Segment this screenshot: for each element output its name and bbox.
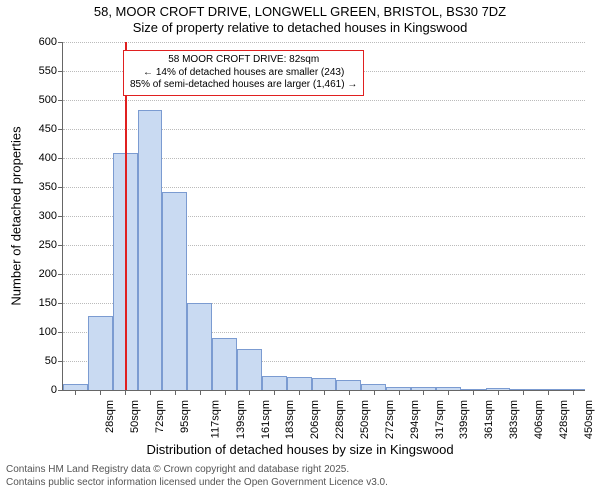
xtick-mark [100, 390, 101, 395]
histogram-bar [336, 380, 361, 390]
xtick-mark [175, 390, 176, 395]
ytick-label: 600 [39, 36, 63, 48]
gridline [63, 100, 585, 101]
plot-area: 05010015020025030035040045050055060028sq… [62, 42, 585, 391]
annotation-line: 85% of semi-detached houses are larger (… [130, 79, 357, 92]
annotation-box: 58 MOOR CROFT DRIVE: 82sqm← 14% of detac… [123, 50, 364, 96]
xtick-mark [349, 390, 350, 395]
histogram-bar [212, 338, 237, 390]
xtick-mark [274, 390, 275, 395]
xtick-label: 317sqm [434, 400, 446, 439]
ytick-label: 0 [51, 384, 63, 396]
xtick-mark [423, 390, 424, 395]
xtick-mark [498, 390, 499, 395]
xtick-label: 339sqm [459, 400, 471, 439]
xtick-label: 183sqm [285, 400, 297, 439]
xtick-label: 450sqm [583, 400, 595, 439]
xtick-label: 228sqm [334, 400, 346, 439]
histogram-bar [312, 378, 337, 390]
xtick-label: 383sqm [508, 400, 520, 439]
xtick-label: 361sqm [483, 400, 495, 439]
ytick-label: 200 [39, 268, 63, 280]
annotation-line: ← 14% of detached houses are smaller (24… [130, 67, 357, 80]
xtick-label: 272sqm [384, 400, 396, 439]
histogram-bar [262, 376, 287, 391]
xtick-mark [125, 390, 126, 395]
xtick-mark [324, 390, 325, 395]
histogram-bar [138, 110, 163, 390]
xtick-mark [374, 390, 375, 395]
ytick-label: 500 [39, 94, 63, 106]
x-axis-label: Distribution of detached houses by size … [0, 442, 600, 457]
xtick-mark [150, 390, 151, 395]
ytick-label: 350 [39, 181, 63, 193]
xtick-label: 206sqm [309, 400, 321, 439]
xtick-mark [225, 390, 226, 395]
xtick-mark [448, 390, 449, 395]
attribution-footer: Contains HM Land Registry data © Crown c… [6, 464, 388, 489]
annotation-line: 58 MOOR CROFT DRIVE: 82sqm [130, 54, 357, 67]
xtick-mark [573, 390, 574, 395]
xtick-label: 117sqm [209, 400, 221, 438]
xtick-label: 428sqm [558, 400, 570, 439]
title-line-1: 58, MOOR CROFT DRIVE, LONGWELL GREEN, BR… [0, 4, 600, 20]
gridline [63, 42, 585, 43]
xtick-mark [299, 390, 300, 395]
ytick-label: 450 [39, 123, 63, 135]
histogram-bar [287, 377, 312, 390]
ytick-label: 50 [45, 355, 63, 367]
ytick-label: 150 [39, 297, 63, 309]
histogram-bar [237, 349, 262, 390]
histogram-bar [88, 316, 113, 390]
histogram-bar [162, 192, 187, 390]
xtick-label: 50sqm [129, 400, 141, 433]
footer-line-1: Contains HM Land Registry data © Crown c… [6, 464, 388, 477]
y-axis-label: Number of detached properties [9, 126, 24, 305]
ytick-label: 400 [39, 152, 63, 164]
xtick-mark [473, 390, 474, 395]
chart-title: 58, MOOR CROFT DRIVE, LONGWELL GREEN, BR… [0, 4, 600, 35]
xtick-label: 95sqm [179, 400, 191, 433]
footer-line-2: Contains public sector information licen… [6, 477, 388, 490]
ytick-label: 250 [39, 239, 63, 251]
xtick-mark [75, 390, 76, 395]
ytick-label: 100 [39, 326, 63, 338]
xtick-mark [399, 390, 400, 395]
xtick-mark [548, 390, 549, 395]
xtick-label: 161sqm [260, 400, 272, 439]
xtick-mark [200, 390, 201, 395]
ytick-label: 300 [39, 210, 63, 222]
xtick-mark [523, 390, 524, 395]
xtick-label: 406sqm [533, 400, 545, 439]
xtick-label: 250sqm [359, 400, 371, 439]
xtick-label: 28sqm [104, 400, 116, 433]
xtick-label: 139sqm [235, 400, 247, 439]
xtick-label: 72sqm [154, 400, 166, 433]
title-line-2: Size of property relative to detached ho… [0, 20, 600, 36]
histogram-chart: 58, MOOR CROFT DRIVE, LONGWELL GREEN, BR… [0, 0, 600, 500]
xtick-mark [249, 390, 250, 395]
histogram-bar [187, 303, 212, 390]
xtick-label: 294sqm [409, 400, 421, 439]
ytick-label: 550 [39, 65, 63, 77]
